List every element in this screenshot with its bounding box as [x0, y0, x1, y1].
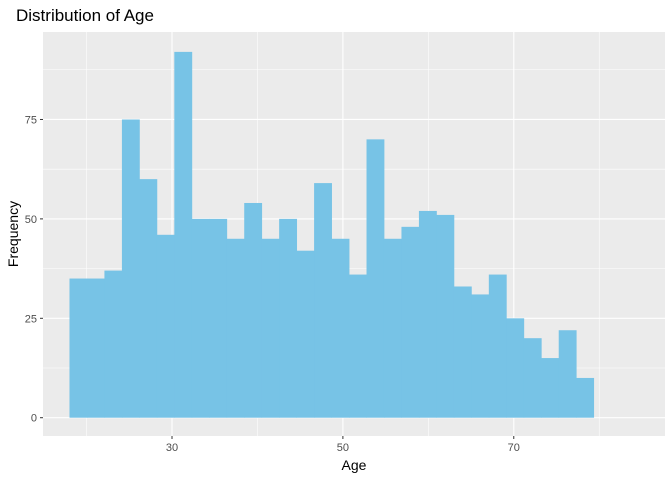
- histogram-bar: [576, 377, 595, 418]
- histogram-bar: [156, 234, 175, 418]
- x-axis-title: Age: [342, 457, 367, 473]
- histogram-bar: [331, 238, 350, 418]
- y-tick-label: 75: [25, 114, 37, 126]
- histogram-bar: [366, 139, 385, 418]
- histogram-bar: [436, 214, 455, 418]
- histogram-bar: [314, 183, 332, 418]
- y-tick-label: 50: [25, 214, 37, 226]
- histogram-bar: [296, 250, 315, 418]
- histogram-bar: [209, 218, 228, 418]
- histogram-bar: [383, 238, 402, 418]
- y-axis-title: Frequency: [5, 201, 21, 267]
- histogram-bar: [506, 318, 525, 418]
- histogram-bar: [174, 51, 193, 418]
- histogram-bar: [69, 278, 88, 418]
- y-tick-label: 0: [31, 413, 37, 425]
- histogram-bar: [139, 179, 158, 418]
- histogram-bar: [418, 210, 437, 418]
- histogram-bar: [279, 218, 298, 418]
- histogram-bar: [349, 274, 367, 418]
- histogram-bar: [488, 274, 507, 418]
- histogram-bar: [226, 238, 245, 418]
- histogram-bar: [104, 270, 123, 418]
- x-tick-label: 30: [166, 442, 178, 454]
- histogram-bar: [541, 358, 560, 418]
- histogram-bar: [523, 338, 542, 418]
- histogram-bar: [121, 119, 140, 418]
- x-axis: 30 50 70: [166, 436, 520, 454]
- histogram-bar: [86, 278, 105, 418]
- bars: [69, 51, 595, 418]
- histogram-bar: [401, 226, 420, 418]
- x-tick-label: 70: [508, 442, 520, 454]
- histogram-bar: [191, 218, 210, 418]
- histogram-bar: [471, 294, 490, 418]
- y-axis: 0 25 50 75: [25, 114, 43, 425]
- histogram-bar: [244, 202, 263, 418]
- histogram-bar: [558, 330, 577, 418]
- chart-title: Distribution of Age: [16, 6, 154, 25]
- histogram-bar: [261, 238, 280, 418]
- y-tick-label: 25: [25, 313, 37, 325]
- x-tick-label: 50: [337, 442, 349, 454]
- histogram-bar: [453, 286, 472, 418]
